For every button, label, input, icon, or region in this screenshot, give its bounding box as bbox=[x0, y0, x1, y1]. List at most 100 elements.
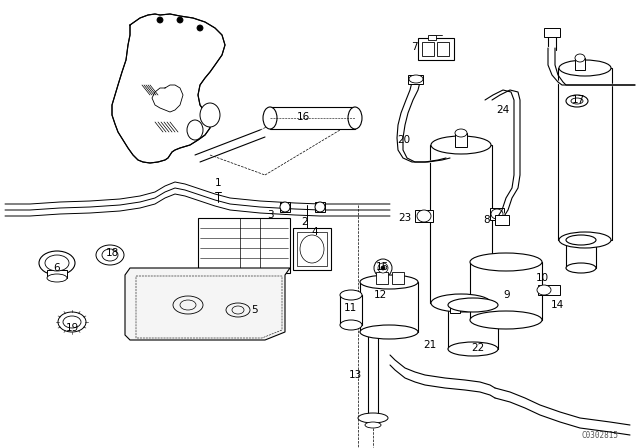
Bar bbox=[437, 42, 449, 56]
Bar bbox=[470, 262, 542, 320]
Text: 12: 12 bbox=[373, 290, 387, 300]
Ellipse shape bbox=[537, 285, 551, 295]
Text: 24: 24 bbox=[497, 105, 509, 115]
Ellipse shape bbox=[566, 263, 596, 273]
Ellipse shape bbox=[365, 422, 381, 428]
Text: 5: 5 bbox=[252, 305, 259, 315]
Bar bbox=[430, 145, 492, 303]
Bar bbox=[293, 228, 331, 270]
Text: 17: 17 bbox=[572, 95, 584, 105]
Bar bbox=[418, 38, 454, 60]
Ellipse shape bbox=[566, 95, 588, 107]
Bar bbox=[315, 202, 325, 212]
Bar bbox=[206, 268, 214, 276]
Ellipse shape bbox=[448, 342, 498, 356]
Ellipse shape bbox=[431, 294, 491, 312]
Ellipse shape bbox=[455, 129, 467, 137]
Bar bbox=[538, 285, 560, 295]
Text: 7: 7 bbox=[411, 42, 417, 52]
Text: 16: 16 bbox=[296, 112, 310, 122]
Polygon shape bbox=[125, 268, 290, 340]
Ellipse shape bbox=[348, 107, 362, 129]
Ellipse shape bbox=[491, 209, 503, 219]
Ellipse shape bbox=[226, 303, 250, 317]
Circle shape bbox=[157, 17, 163, 23]
Ellipse shape bbox=[39, 251, 75, 275]
Ellipse shape bbox=[470, 311, 542, 329]
Polygon shape bbox=[112, 14, 225, 163]
Bar bbox=[280, 202, 290, 212]
Bar bbox=[495, 215, 509, 225]
Ellipse shape bbox=[358, 413, 388, 423]
Ellipse shape bbox=[173, 296, 203, 314]
Ellipse shape bbox=[470, 253, 542, 271]
Ellipse shape bbox=[315, 202, 325, 212]
Ellipse shape bbox=[180, 300, 196, 310]
Circle shape bbox=[197, 25, 203, 31]
Text: 20: 20 bbox=[397, 135, 411, 145]
Bar bbox=[246, 268, 254, 276]
Ellipse shape bbox=[200, 103, 220, 127]
Ellipse shape bbox=[448, 298, 498, 312]
Ellipse shape bbox=[575, 54, 585, 62]
Circle shape bbox=[381, 266, 385, 270]
Ellipse shape bbox=[566, 235, 596, 245]
Text: 8: 8 bbox=[484, 215, 490, 225]
Bar bbox=[428, 35, 436, 40]
Text: C0302815: C0302815 bbox=[581, 431, 618, 440]
Bar bbox=[198, 218, 290, 273]
Ellipse shape bbox=[559, 60, 611, 76]
Text: 6: 6 bbox=[54, 263, 60, 273]
Bar bbox=[566, 240, 596, 268]
Ellipse shape bbox=[63, 316, 81, 328]
Ellipse shape bbox=[340, 290, 362, 300]
Text: 10: 10 bbox=[536, 273, 548, 283]
Text: 19: 19 bbox=[65, 323, 79, 333]
Bar bbox=[408, 75, 423, 84]
Bar bbox=[360, 282, 418, 332]
Ellipse shape bbox=[360, 275, 418, 289]
Bar bbox=[575, 58, 585, 70]
Text: 4: 4 bbox=[312, 227, 318, 237]
Text: 23: 23 bbox=[398, 213, 412, 223]
Text: 1: 1 bbox=[214, 178, 221, 188]
Text: 22: 22 bbox=[472, 343, 484, 353]
Bar bbox=[422, 42, 434, 56]
Ellipse shape bbox=[47, 274, 67, 282]
Bar bbox=[448, 305, 498, 349]
Bar bbox=[415, 210, 433, 222]
Ellipse shape bbox=[360, 325, 418, 339]
Ellipse shape bbox=[58, 312, 86, 332]
Ellipse shape bbox=[45, 255, 69, 271]
Text: 3: 3 bbox=[267, 210, 273, 220]
Text: 11: 11 bbox=[344, 303, 356, 313]
Bar bbox=[340, 295, 362, 325]
Circle shape bbox=[177, 17, 183, 23]
Ellipse shape bbox=[300, 235, 324, 263]
Bar bbox=[450, 303, 460, 313]
Ellipse shape bbox=[571, 98, 583, 104]
Text: 9: 9 bbox=[504, 290, 510, 300]
Ellipse shape bbox=[417, 210, 431, 222]
Text: 14: 14 bbox=[550, 300, 564, 310]
Bar bbox=[558, 68, 612, 240]
Bar bbox=[392, 272, 404, 284]
Ellipse shape bbox=[187, 120, 203, 140]
Bar bbox=[221, 268, 229, 276]
Bar bbox=[376, 272, 388, 284]
Bar bbox=[270, 107, 355, 129]
Circle shape bbox=[374, 259, 392, 277]
Bar bbox=[455, 133, 467, 147]
Text: 2: 2 bbox=[301, 217, 308, 227]
Ellipse shape bbox=[232, 306, 244, 314]
Circle shape bbox=[378, 263, 388, 273]
Text: 15: 15 bbox=[376, 262, 388, 272]
Text: 18: 18 bbox=[106, 248, 118, 258]
Ellipse shape bbox=[559, 232, 611, 248]
Ellipse shape bbox=[102, 249, 118, 261]
Text: 21: 21 bbox=[424, 340, 436, 350]
Bar bbox=[264, 268, 272, 276]
Ellipse shape bbox=[96, 245, 124, 265]
Ellipse shape bbox=[409, 75, 423, 83]
Ellipse shape bbox=[431, 136, 491, 154]
